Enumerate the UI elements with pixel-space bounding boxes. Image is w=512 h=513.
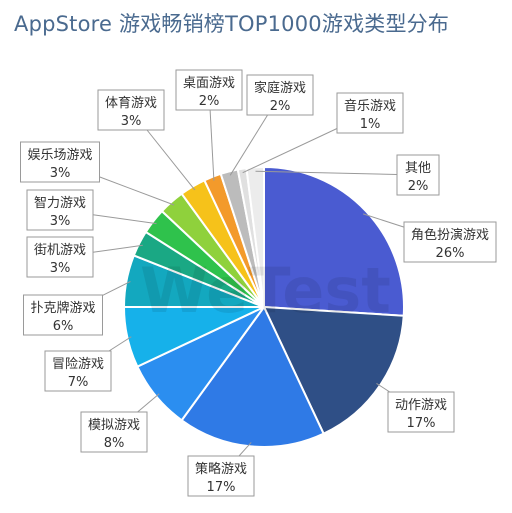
slice-label-box (20, 141, 100, 183)
leader-line (238, 442, 252, 457)
slice-value-label: 3% (50, 166, 71, 181)
slice-value-label: 8% (104, 436, 125, 451)
slice-name-label: 模拟游戏 (88, 418, 140, 433)
leader-line (255, 170, 398, 175)
leader-line (102, 281, 131, 296)
leader-line (137, 393, 160, 413)
leader-line (99, 176, 175, 206)
slice-value-label: 3% (50, 214, 71, 229)
slice-name-label: 动作游戏 (395, 398, 447, 413)
leader-line (146, 129, 196, 191)
leader-line (376, 382, 391, 393)
leader-line (229, 114, 269, 176)
slice-name-label: 街机游戏 (34, 243, 86, 258)
slice-label-box (97, 89, 165, 131)
leader-line (209, 109, 215, 181)
slice-value-label: 6% (53, 319, 74, 334)
slice-label-box (187, 455, 255, 497)
slice-name-label: 智力游戏 (34, 196, 86, 211)
slice-label-box (44, 350, 112, 392)
leader-line (108, 336, 132, 352)
slice-label-box (336, 92, 404, 134)
slice-name-label: 音乐游戏 (344, 98, 396, 114)
slice-label-box (246, 74, 314, 116)
slice-value-label: 26% (436, 246, 465, 261)
slice-name-label: 桌面游戏 (183, 76, 235, 91)
slice-label-box (387, 391, 455, 433)
slice-name-label: 冒险游戏 (52, 357, 104, 372)
leader-line (362, 213, 405, 228)
watermark-text: WeTest (140, 254, 391, 327)
slice-value-label: 2% (270, 99, 291, 114)
slice-name-label: 策略游戏 (195, 461, 247, 477)
slice-label-box (26, 236, 94, 278)
slice-name-label: 其他 (405, 161, 431, 176)
slice-label-box (23, 294, 103, 336)
slice-value-label: 2% (199, 94, 220, 109)
slice-label-box (80, 411, 148, 453)
slice-value-label: 3% (121, 114, 142, 129)
slice-label-box (175, 69, 243, 111)
slice-name-label: 娱乐场游戏 (27, 148, 92, 163)
slice-label-box (403, 221, 497, 263)
slice-value-label: 7% (68, 375, 89, 390)
slice-value-label: 1% (360, 117, 381, 132)
leader-line (242, 128, 338, 174)
slice-name-label: 角色扮演游戏 (411, 227, 489, 243)
slice-label-box (26, 189, 94, 231)
slice-value-label: 17% (407, 416, 436, 431)
slice-value-label: 17% (207, 480, 236, 495)
slice-name-label: 家庭游戏 (254, 80, 306, 96)
slice-value-label: 2% (408, 179, 429, 194)
chart-title: AppStore 游戏畅销榜TOP1000游戏类型分布 (14, 12, 450, 36)
pie-slice (263, 165, 405, 317)
pie-slice (180, 305, 325, 448)
slice-value-label: 3% (50, 261, 71, 276)
slice-label-box (396, 154, 440, 196)
slice-name-label: 扑克牌游戏 (30, 300, 95, 316)
slice-name-label: 体育游戏 (105, 95, 157, 111)
leader-line (92, 244, 143, 253)
leader-line (92, 214, 157, 225)
